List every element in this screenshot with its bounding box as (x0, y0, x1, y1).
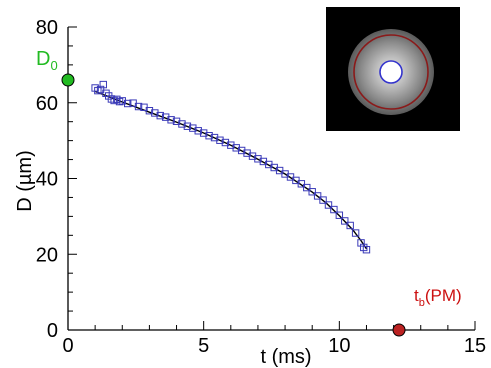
data-point (330, 205, 338, 214)
data-point (194, 127, 202, 135)
data-point (167, 116, 175, 124)
special-point-label: D0 (36, 48, 58, 73)
data-point (346, 221, 354, 230)
y-axis-label: D (µm) (14, 150, 36, 212)
inset-image (326, 7, 460, 131)
fit-curve (94, 90, 368, 250)
y-tick-label: 0 (47, 320, 58, 342)
fit-line (94, 90, 368, 250)
data-point (227, 141, 235, 149)
x-tick-label: 0 (62, 335, 73, 357)
data-point (123, 99, 132, 108)
data-point (151, 109, 159, 117)
data-point (237, 146, 246, 155)
data-point (324, 201, 333, 209)
special-point-marker (392, 323, 406, 337)
data-point (216, 136, 224, 144)
data-point (221, 138, 230, 147)
data-point (210, 133, 219, 142)
data-point (189, 124, 197, 132)
x-axis-label: t (ms) (260, 346, 311, 368)
y-tick-label: 40 (36, 169, 58, 191)
data-point (232, 144, 240, 152)
x-tick-label: 10 (328, 335, 350, 357)
data-point (319, 196, 327, 204)
y-tick-label: 80 (36, 17, 58, 39)
data-markers (91, 80, 371, 254)
data-point (351, 229, 360, 237)
data-point (161, 113, 170, 121)
data-point (308, 188, 316, 196)
data-point (156, 111, 164, 120)
data-point (172, 117, 181, 126)
data-point (341, 217, 349, 225)
x-tick-label: 5 (198, 335, 209, 357)
y-tick-label: 20 (36, 244, 58, 266)
data-point (335, 211, 344, 219)
data-point (145, 107, 154, 115)
data-point (297, 180, 306, 188)
inset-outer-ring (353, 34, 429, 110)
data-point (248, 152, 257, 160)
axis-ticks (67, 26, 476, 331)
special-point-label: tb(PM) (414, 286, 462, 309)
data-point (362, 246, 371, 254)
special-points: D0 tb(PM) (36, 48, 462, 337)
data-point (134, 102, 143, 111)
axis-tick-labels: 0 5 10 15 0 20 40 60 80 (36, 17, 486, 357)
data-point (178, 120, 186, 128)
special-point-marker (61, 73, 75, 87)
inset-droplet-core (379, 60, 403, 84)
data-point (199, 129, 208, 137)
x-tick-label: 15 (464, 335, 486, 357)
data-point (313, 192, 322, 200)
data-point (303, 183, 311, 192)
data-point (254, 155, 262, 163)
plot-axes: 0 5 10 15 0 20 40 60 80 (36, 17, 486, 357)
data-point (183, 122, 192, 130)
data-point (99, 80, 107, 89)
data-point (118, 97, 126, 105)
y-tick-label: 60 (36, 93, 58, 115)
data-point (205, 132, 213, 140)
